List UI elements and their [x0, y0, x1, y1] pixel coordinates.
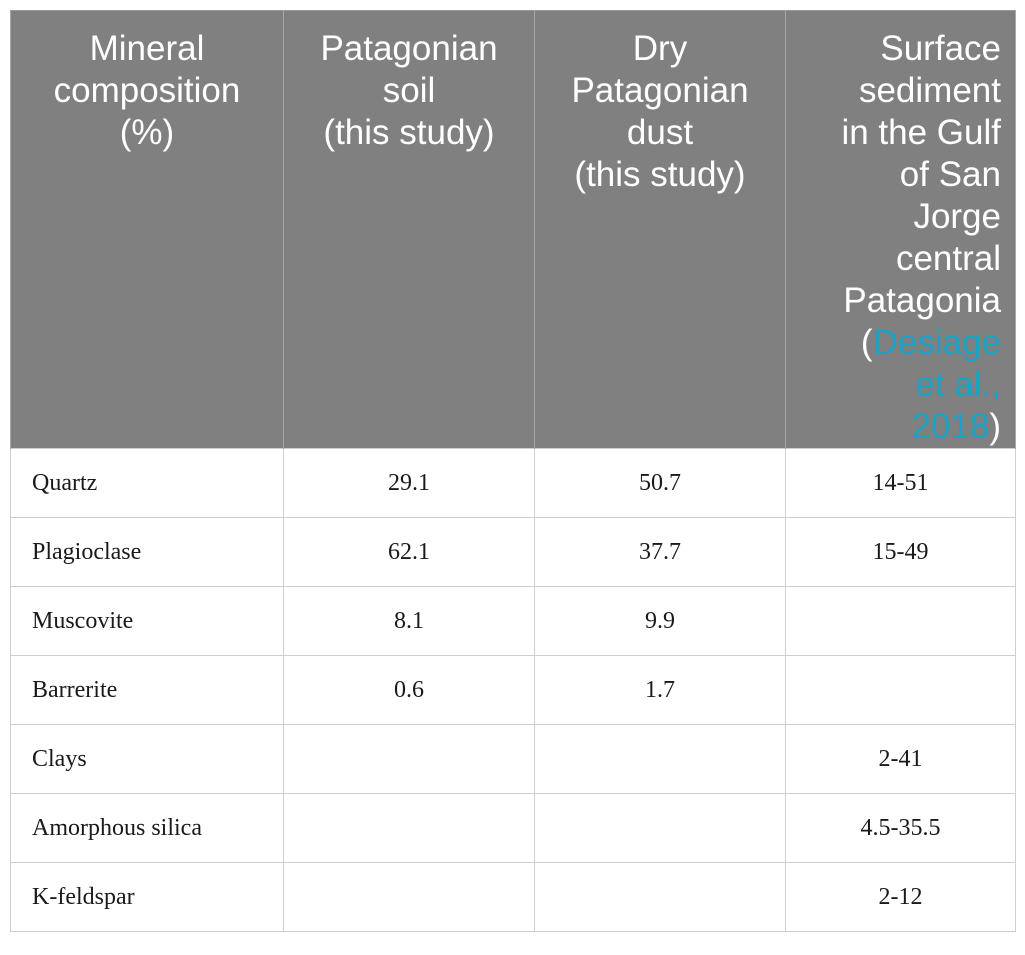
paren-close: )	[989, 407, 1001, 446]
cell-dust: 1.7	[534, 655, 786, 725]
citation-line: (Desiage	[794, 322, 1001, 364]
cell-sediment: 2-12	[785, 862, 1016, 932]
header-text: in the Gulf	[841, 113, 1001, 152]
cell-soil	[283, 862, 535, 932]
header-patagonian-soil: Patagonian soil (this study)	[283, 10, 535, 449]
header-text: Jorge	[913, 197, 1001, 236]
header-row: Mineral composition (%) Patagonian soil …	[10, 10, 1016, 449]
table-header: Mineral composition (%) Patagonian soil …	[10, 10, 1016, 449]
table-row: Barrerite 0.6 1.7	[10, 655, 1016, 725]
citation-line: 2018)	[794, 406, 1001, 448]
table-row: Muscovite 8.1 9.9	[10, 586, 1016, 656]
citation-link[interactable]: 2018	[911, 407, 990, 446]
table-row: Amorphous silica 4.5-35.5	[10, 793, 1016, 863]
mineral-composition-table: Mineral composition (%) Patagonian soil …	[10, 10, 1016, 932]
cell-soil: 8.1	[283, 586, 535, 656]
table-row: Quartz 29.1 50.7 14-51	[10, 448, 1016, 518]
header-text: dust	[626, 113, 694, 152]
header-text: central	[895, 239, 1001, 278]
cell-dust: 37.7	[534, 517, 786, 587]
header-text: (this study)	[323, 113, 495, 152]
header-text: Patagonian	[571, 71, 749, 110]
cell-mineral: Quartz	[10, 448, 284, 518]
table-row: Clays 2-41	[10, 724, 1016, 794]
header-text: Dry	[632, 29, 688, 68]
cell-soil	[283, 724, 535, 794]
cell-soil: 29.1	[283, 448, 535, 518]
cell-mineral: Muscovite	[10, 586, 284, 656]
header-text: Patagonia	[843, 281, 1001, 320]
header-text: (%)	[119, 113, 175, 152]
cell-mineral: Plagioclase	[10, 517, 284, 587]
cell-sediment: 14-51	[785, 448, 1016, 518]
cell-mineral: Amorphous silica	[10, 793, 284, 863]
cell-sediment: 15-49	[785, 517, 1016, 587]
cell-dust	[534, 793, 786, 863]
cell-sediment: 2-41	[785, 724, 1016, 794]
header-text: Mineral	[89, 29, 205, 68]
header-mineral-composition: Mineral composition (%)	[10, 10, 284, 449]
header-text: (this study)	[574, 155, 746, 194]
cell-soil: 0.6	[283, 655, 535, 725]
header-text: sediment	[858, 71, 1001, 110]
cell-sediment	[785, 586, 1016, 656]
cell-mineral: Barrerite	[10, 655, 284, 725]
cell-mineral: K-feldspar	[10, 862, 284, 932]
cell-sediment: 4.5-35.5	[785, 793, 1016, 863]
cell-dust	[534, 862, 786, 932]
cell-dust: 9.9	[534, 586, 786, 656]
table-row: K-feldspar 2-12	[10, 862, 1016, 932]
cell-dust: 50.7	[534, 448, 786, 518]
header-text: soil	[382, 71, 436, 110]
cell-soil: 62.1	[283, 517, 535, 587]
header-text: of San	[899, 155, 1001, 194]
header-text: Patagonian	[320, 29, 498, 68]
cell-mineral: Clays	[10, 724, 284, 794]
header-text: composition	[53, 71, 241, 110]
paren-open: (	[860, 323, 873, 362]
header-text: Surface	[880, 29, 1001, 68]
citation-link[interactable]: et al.,	[915, 365, 1001, 404]
citation-link[interactable]: Desiage	[872, 323, 1001, 362]
header-surface-sediment: Surface sediment in the Gulf of San Jorg…	[785, 10, 1016, 449]
table-body: Quartz 29.1 50.7 14-51 Plagioclase 62.1 …	[10, 448, 1016, 932]
cell-sediment	[785, 655, 1016, 725]
table-row: Plagioclase 62.1 37.7 15-49	[10, 517, 1016, 587]
cell-dust	[534, 724, 786, 794]
cell-soil	[283, 793, 535, 863]
header-dry-patagonian-dust: Dry Patagonian dust (this study)	[534, 10, 786, 449]
